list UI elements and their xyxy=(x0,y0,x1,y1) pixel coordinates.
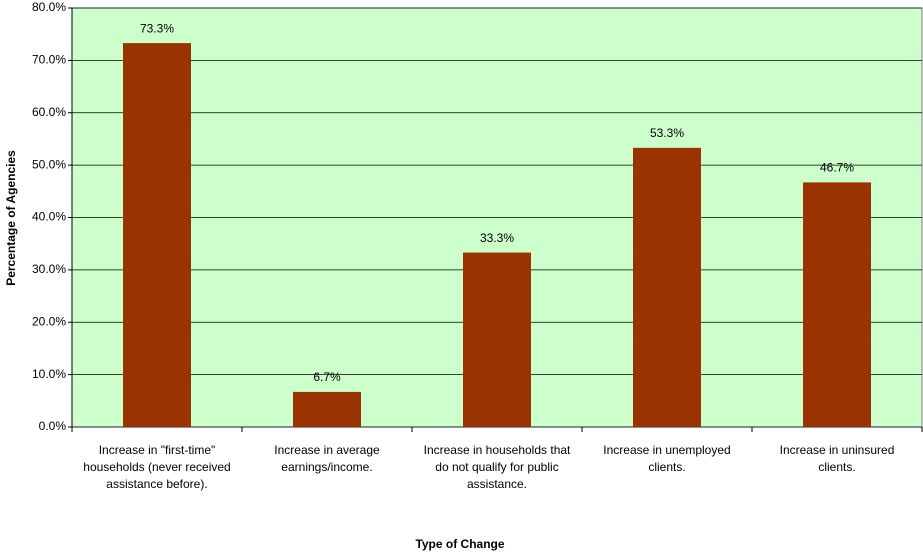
y-tick-label: 20.0% xyxy=(32,314,66,328)
x-tick-label: Increase in uninsured clients. xyxy=(779,443,895,474)
y-tick-label: 80.0% xyxy=(32,0,66,14)
bar xyxy=(463,252,531,427)
x-tick-label: Increase in unemployed clients. xyxy=(603,443,731,474)
value-label: 53.3% xyxy=(650,126,684,140)
y-axis-title: Percentage of Agencies xyxy=(4,150,18,286)
y-tick-label: 70.0% xyxy=(32,53,66,67)
bar xyxy=(123,43,191,428)
bar xyxy=(633,147,701,427)
y-tick-label: 0.0% xyxy=(39,419,67,433)
x-tick-label: Increase in households that do not quali… xyxy=(423,443,571,491)
x-tick-label: Increase in average earnings/income. xyxy=(274,443,380,474)
value-label: 46.7% xyxy=(820,161,854,175)
value-label: 6.7% xyxy=(313,370,341,384)
value-label: 33.3% xyxy=(480,231,514,245)
bar xyxy=(803,182,871,427)
x-axis-title: Type of Change xyxy=(415,537,504,551)
y-tick-label: 50.0% xyxy=(32,157,66,171)
y-tick-label: 40.0% xyxy=(32,210,66,224)
y-tick-label: 30.0% xyxy=(32,262,66,276)
x-tick-label: Increase in "first-time" households (nev… xyxy=(83,443,231,491)
y-tick-label: 60.0% xyxy=(32,105,66,119)
bar xyxy=(293,391,361,427)
y-tick-label: 10.0% xyxy=(32,367,66,381)
value-label: 73.3% xyxy=(140,21,174,35)
